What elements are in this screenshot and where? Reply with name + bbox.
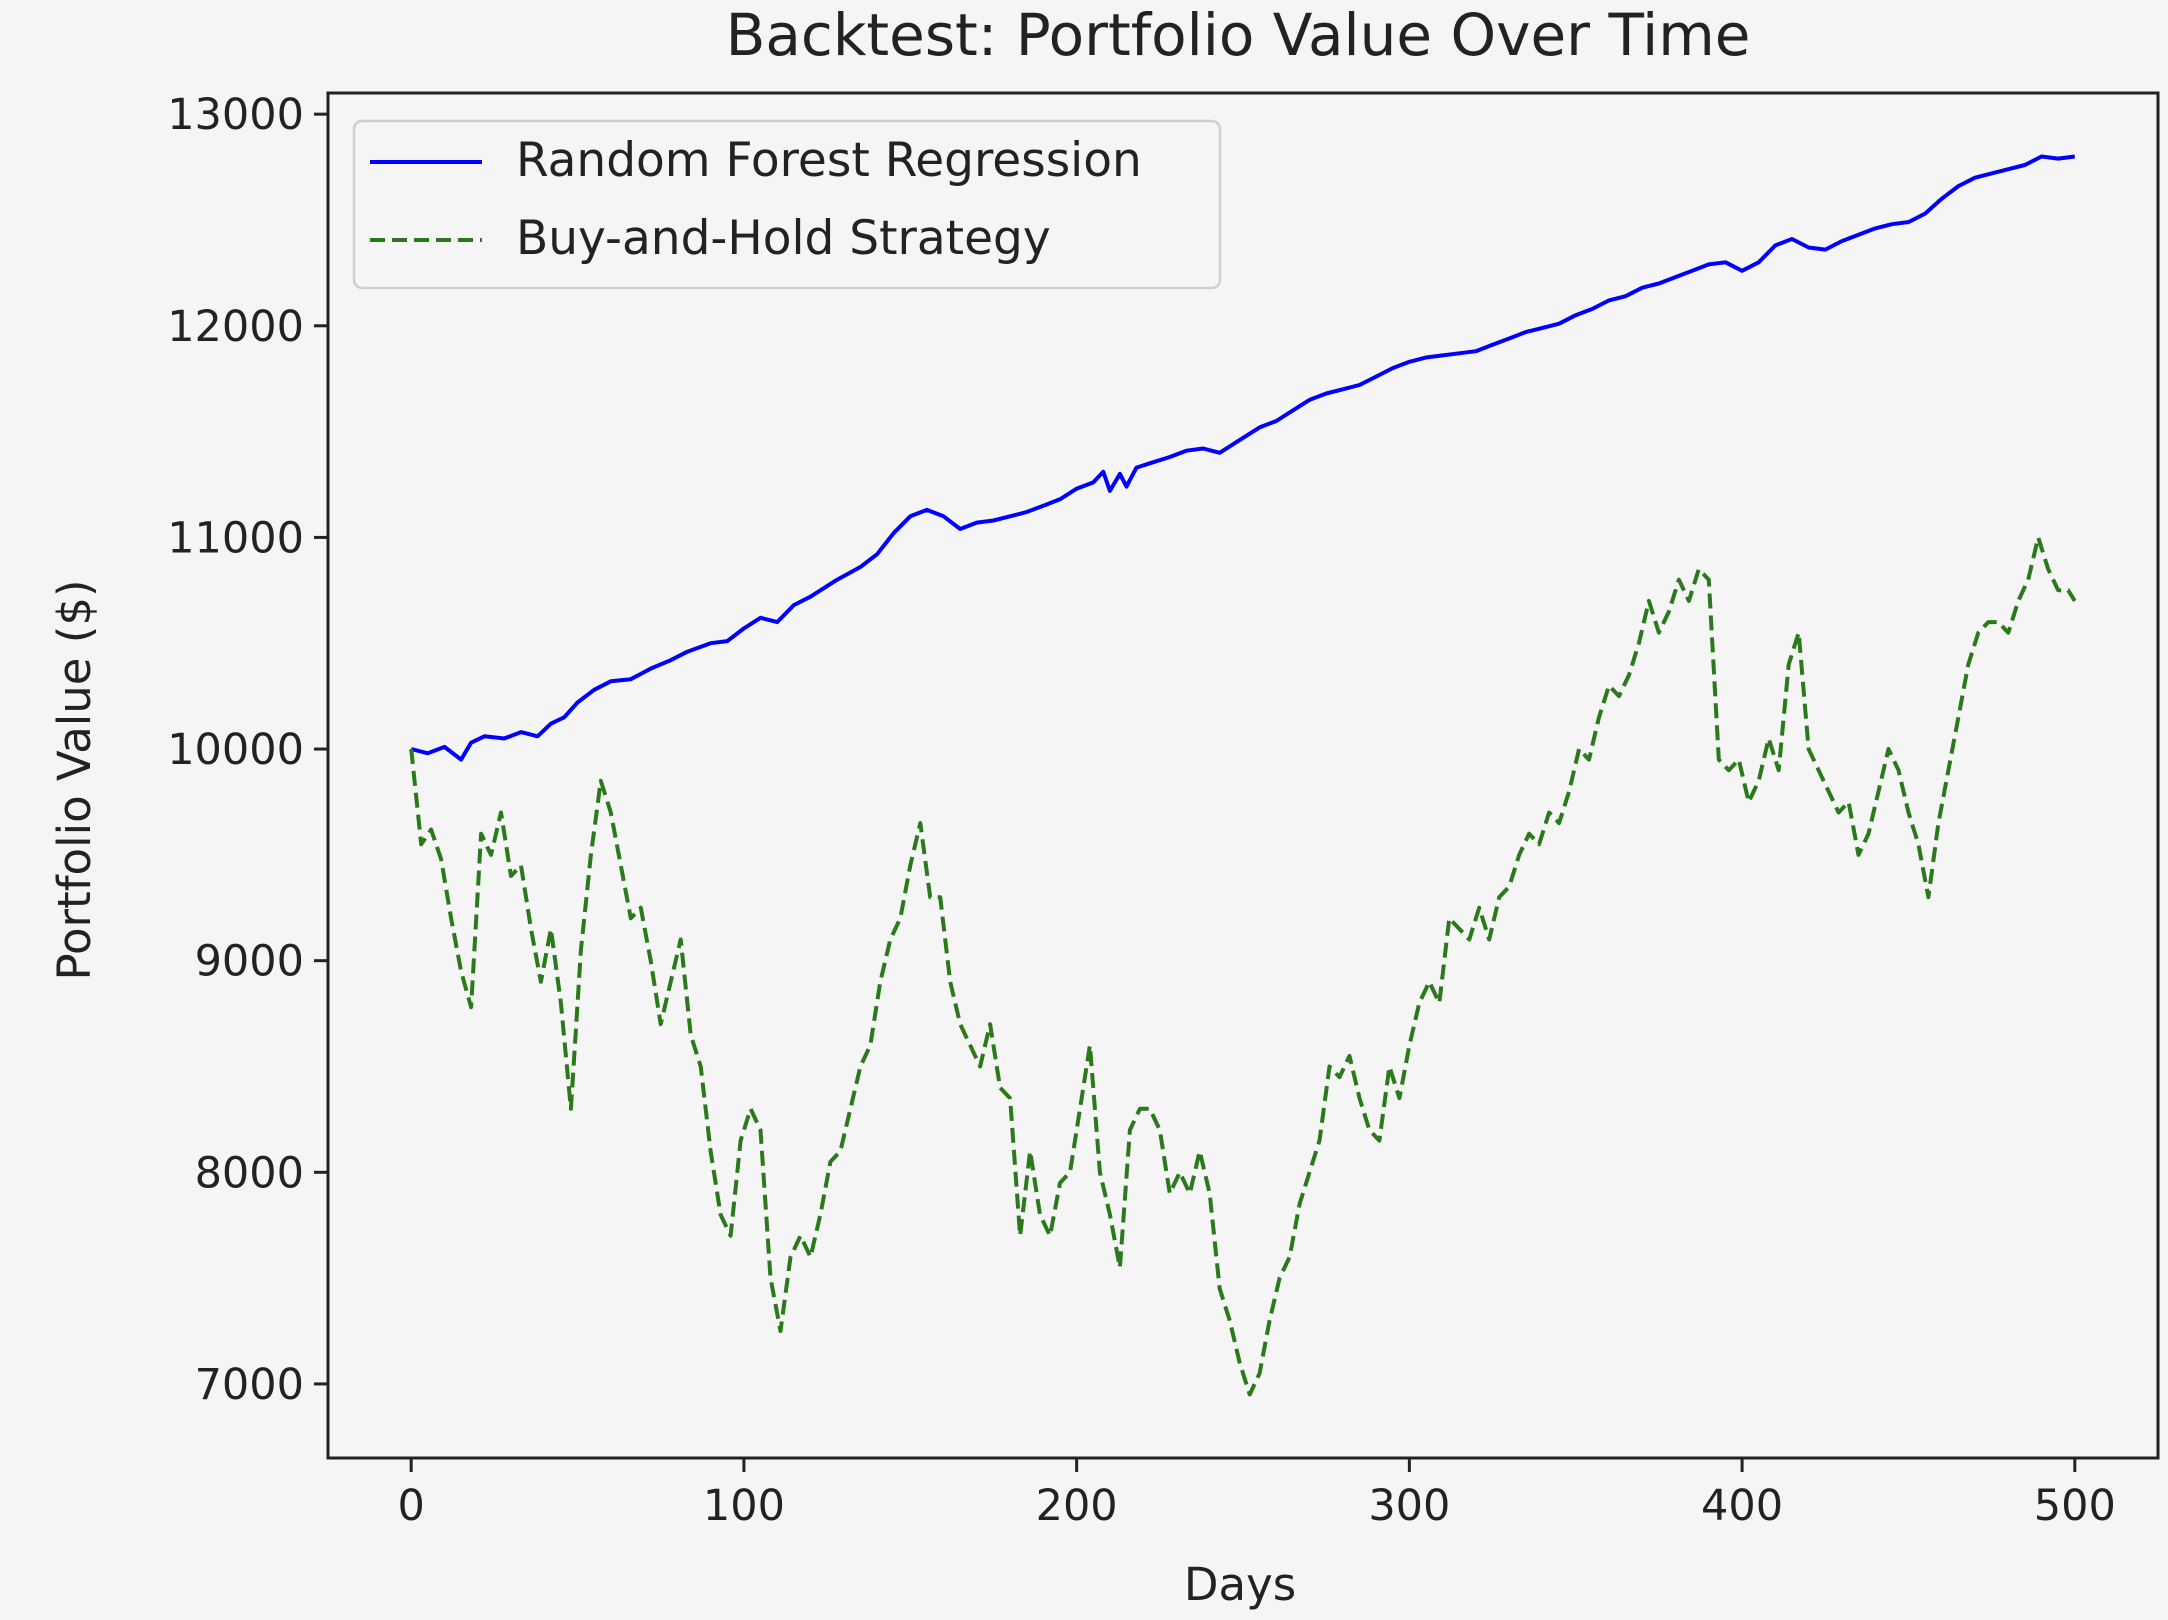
- y-tick-label: 12000: [167, 302, 304, 352]
- x-tick-label: 100: [703, 1481, 785, 1531]
- x-tick-label: 500: [2034, 1481, 2116, 1531]
- chart-title: Backtest: Portfolio Value Over Time: [726, 1, 1751, 69]
- y-tick-label: 11000: [167, 513, 304, 563]
- x-tick-label: 400: [1701, 1481, 1783, 1531]
- series-line-random-forest: [410, 154, 2076, 762]
- legend-label-rf: Random Forest Regression: [516, 133, 1142, 188]
- y-tick-label: 8000: [195, 1148, 304, 1198]
- y-tick-label: 9000: [195, 937, 304, 987]
- series-line-buy-and-hold: [409, 535, 2077, 1397]
- y-axis-label: Portfolio Value ($): [48, 579, 101, 980]
- y-tick-label: 7000: [195, 1360, 304, 1410]
- ticks-layer: 0 100 200 300 400 500 7000 8000 9000 10000 11000 12…: [167, 90, 2116, 1531]
- legend: Random Forest Regression Buy-and-Hold St…: [352, 119, 1222, 290]
- plot-frame: [326, 91, 2160, 1460]
- x-axis-label: Days: [1184, 1558, 1296, 1611]
- x-tick-label: 0: [398, 1481, 425, 1531]
- legend-box: [352, 119, 1222, 290]
- series-layer: [409, 154, 2077, 1397]
- y-tick-label: 13000: [167, 90, 304, 140]
- x-tick-label: 200: [1036, 1481, 1118, 1531]
- x-tick-label: 300: [1368, 1481, 1450, 1531]
- y-tick-label: 10000: [167, 725, 304, 775]
- legend-label-bh: Buy-and-Hold Strategy: [516, 211, 1051, 266]
